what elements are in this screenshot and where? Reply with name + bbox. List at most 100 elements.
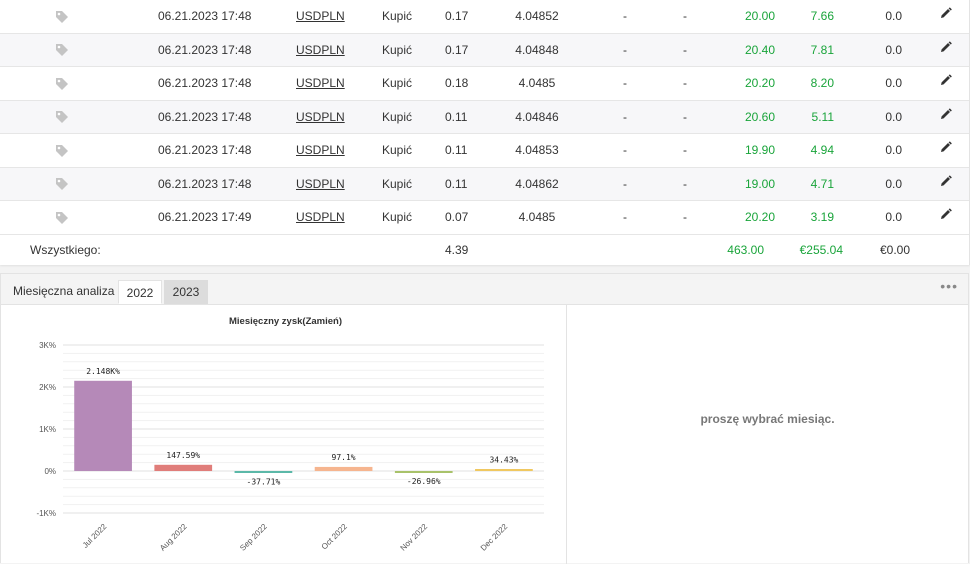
symbol-link[interactable]: USDPLN: [296, 176, 345, 191]
tag-icon: [52, 168, 72, 200]
bar-value-label: 147.59%: [166, 451, 200, 460]
monthly-analysis-panel: Miesięczna analiza 2022 2023 ••• Miesięc…: [0, 273, 969, 564]
table-row: 06.21.2023 17:48 USDPLN Kupić 0.11 4.04853 - -…: [0, 134, 969, 168]
take-profit: -: [683, 143, 687, 157]
symbol-link[interactable]: USDPLN: [296, 109, 345, 124]
lots: 0.11: [445, 109, 468, 124]
table-row: 06.21.2023 17:48 USDPLN Kupić 0.17 4.04848 - -…: [0, 33, 969, 67]
y-tick-label: 2K%: [39, 383, 56, 392]
x-tick-label: Dec 2022: [479, 522, 510, 553]
symbol-link[interactable]: USDPLN: [296, 210, 345, 224]
pips: 20.40: [744, 42, 775, 57]
monthly-tabbar: Miesięczna analiza 2022 2023 •••: [1, 274, 968, 305]
profit: 7.81: [810, 42, 834, 57]
open-time: 06.21.2023 17:48: [158, 76, 252, 90]
x-tick-label: Jul 2022: [81, 522, 109, 550]
bar-value-label: 2.148K%: [86, 367, 120, 376]
pencil-icon[interactable]: [937, 101, 953, 133]
totals-row: Wszystkiego: 4.39 463.00 €255.04 €0.00: [0, 235, 969, 265]
open-time: 06.21.2023 17:48: [158, 42, 252, 57]
profit: 4.71: [810, 176, 834, 191]
lots: 0.18: [445, 76, 469, 90]
profit: 3.19: [810, 210, 834, 224]
total-commission: €0.00: [880, 242, 911, 257]
take-profit: -: [683, 109, 687, 124]
symbol-link[interactable]: USDPLN: [296, 42, 345, 57]
profit: 7.66: [810, 9, 834, 23]
tag-icon: [52, 101, 72, 133]
open-time: 06.21.2023 17:48: [158, 109, 252, 124]
open-price: 4.04848: [515, 42, 559, 57]
tag-icon: [52, 67, 72, 99]
lots: 0.11: [445, 143, 468, 157]
table-row: 06.21.2023 17:48 USDPLN Kupić 0.11 4.04862 - -…: [0, 167, 969, 201]
swap: 0.0: [885, 109, 902, 124]
pencil-icon[interactable]: [937, 0, 953, 32]
y-tick-label: 1K%: [39, 425, 56, 434]
profit: 4.94: [810, 143, 834, 157]
open-price: 4.04846: [515, 109, 559, 124]
profit: 5.11: [811, 109, 834, 124]
total-lots: 4.39: [445, 242, 469, 257]
action: Kupić: [382, 109, 413, 124]
pencil-icon[interactable]: [937, 67, 953, 99]
take-profit: -: [683, 210, 687, 224]
tab-2023[interactable]: 2023: [164, 280, 208, 304]
bar: [475, 469, 533, 471]
table-row: 06.21.2023 17:48 USDPLN Kupić 0.17 4.04852 - -…: [0, 0, 969, 34]
lots: 0.11: [445, 176, 468, 191]
stop-loss: -: [623, 109, 627, 124]
take-profit: -: [683, 42, 687, 57]
table-row: 06.21.2023 17:48 USDPLN Kupić 0.11 4.04846 - -…: [0, 100, 969, 134]
stop-loss: -: [623, 176, 627, 191]
stop-loss: -: [623, 9, 627, 23]
open-price: 4.04853: [515, 143, 559, 157]
open-price: 4.0485: [518, 76, 556, 90]
monthly-analysis-title: Miesięczna analiza: [13, 284, 115, 298]
bar: [154, 464, 213, 471]
lots: 0.17: [445, 42, 469, 57]
trades-table: 06.21.2023 17:48 USDPLN Kupić 0.17 4.04852 - -…: [0, 0, 970, 265]
x-tick-label: Oct 2022: [320, 522, 350, 552]
action: Kupić: [382, 143, 413, 157]
action: Kupić: [382, 42, 413, 57]
more-options-icon[interactable]: •••: [940, 278, 958, 294]
swap: 0.0: [885, 76, 902, 90]
bar: [314, 466, 373, 471]
y-tick-label: 3K%: [39, 341, 56, 350]
bar: [74, 380, 132, 471]
open-price: 4.04852: [515, 9, 559, 23]
x-tick-label: Nov 2022: [399, 522, 430, 553]
table-row: 06.21.2023 17:48 USDPLN Kupić 0.18 4.0485 - - 2…: [0, 67, 969, 101]
pencil-icon[interactable]: [937, 134, 953, 166]
pencil-icon[interactable]: [937, 201, 953, 233]
bar-value-label: 34.43%: [489, 456, 518, 465]
symbol-link[interactable]: USDPLN: [296, 9, 345, 23]
monthly-profit-chart: Miesięczny zysk(Zamień) 3K% 2K% 1K% 0% -1K% 2.…: [1, 305, 567, 564]
y-tick-label: 0%: [44, 467, 56, 476]
bar-value-label: 97.1%: [332, 453, 356, 462]
action: Kupić: [382, 176, 413, 191]
symbol-link[interactable]: USDPLN: [296, 143, 345, 157]
pencil-icon[interactable]: [937, 168, 953, 200]
pips: 20.20: [744, 76, 775, 90]
take-profit: -: [683, 176, 687, 191]
stop-loss: -: [623, 143, 627, 157]
tag-icon: [52, 0, 72, 32]
x-tick-label: Aug 2022: [158, 522, 189, 553]
action: Kupić: [382, 76, 413, 90]
bar-value-label: -37.71%: [247, 478, 281, 487]
symbol-link[interactable]: USDPLN: [296, 76, 345, 90]
pips: 20.60: [744, 109, 775, 124]
y-tick-label: -1K%: [36, 509, 56, 518]
stop-loss: -: [623, 76, 627, 90]
open-price: 4.04862: [515, 176, 559, 191]
take-profit: -: [683, 76, 687, 90]
pencil-icon[interactable]: [937, 34, 953, 66]
open-time: 06.21.2023 17:48: [158, 143, 252, 157]
open-time: 06.21.2023 17:48: [158, 176, 252, 191]
bar-value-label: -26.96%: [407, 477, 441, 486]
tab-2022[interactable]: 2022: [118, 280, 162, 304]
chart-title: Miesięczny zysk(Zamień): [229, 316, 342, 327]
total-pips: 463.00: [727, 242, 764, 257]
